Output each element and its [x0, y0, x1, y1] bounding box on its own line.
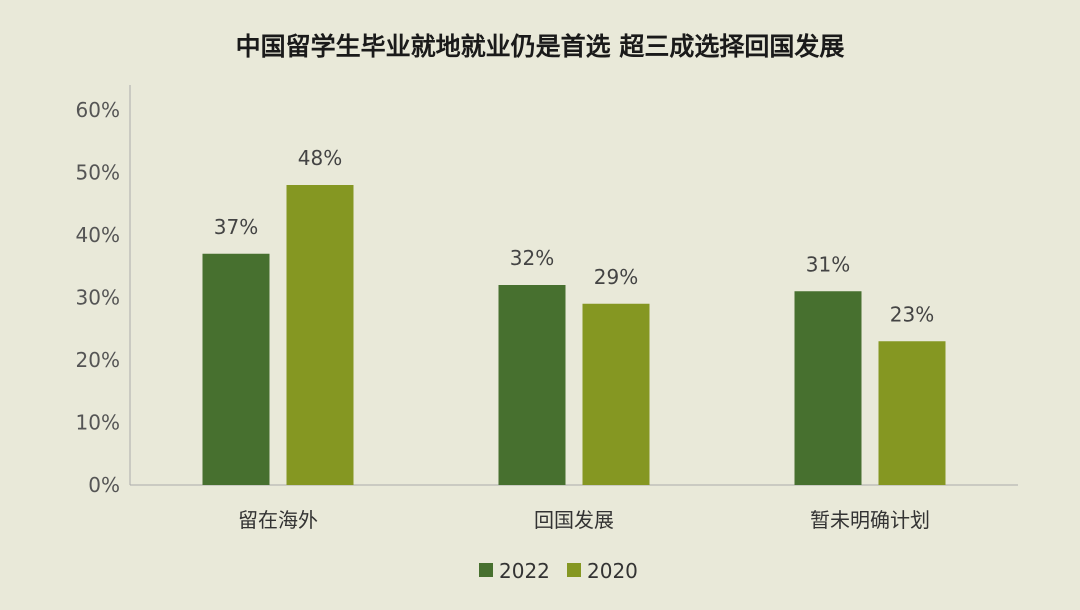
bar-2020-2 [878, 341, 946, 485]
y-tick-label: 20% [76, 348, 120, 372]
data-label-2022-0: 37% [214, 215, 258, 239]
bars [202, 185, 946, 485]
legend-label-2022: 2022 [499, 559, 550, 583]
bar-2020-0 [286, 185, 354, 485]
legend-swatch-2022 [479, 563, 493, 577]
y-tick-label: 0% [88, 473, 120, 497]
legend: 2022 2020 [479, 559, 638, 583]
y-axis: 0% 10% 20% 30% 40% 50% 60% [76, 85, 1018, 497]
chart-title: 中国留学生毕业就地就业仍是首选 超三成选择回国发展 [236, 32, 845, 61]
data-label-2020-0: 48% [298, 146, 342, 170]
data-label-2020-2: 23% [890, 302, 934, 326]
y-tick-label: 50% [76, 161, 120, 185]
data-labels: 37% 48% 32% 29% 31% 23% [214, 146, 934, 326]
category-label: 留在海外 [238, 508, 318, 532]
data-label-2020-1: 29% [594, 265, 638, 289]
bar-2020-1 [582, 303, 650, 485]
bar-2022-2 [794, 291, 862, 485]
data-label-2022-2: 31% [806, 252, 850, 276]
category-labels: 留在海外 回国发展 暂未明确计划 [238, 508, 930, 532]
category-label: 暂未明确计划 [810, 508, 930, 532]
data-label-2022-1: 32% [510, 246, 554, 270]
category-label: 回国发展 [534, 508, 614, 532]
y-tick-label: 60% [76, 98, 120, 122]
legend-label-2020: 2020 [587, 559, 638, 583]
y-tick-label: 30% [76, 286, 120, 310]
bar-2022-1 [498, 285, 566, 485]
y-tick-label: 40% [76, 223, 120, 247]
bar-2022-0 [202, 253, 270, 485]
legend-swatch-2020 [567, 563, 581, 577]
y-tick-label: 10% [76, 411, 120, 435]
